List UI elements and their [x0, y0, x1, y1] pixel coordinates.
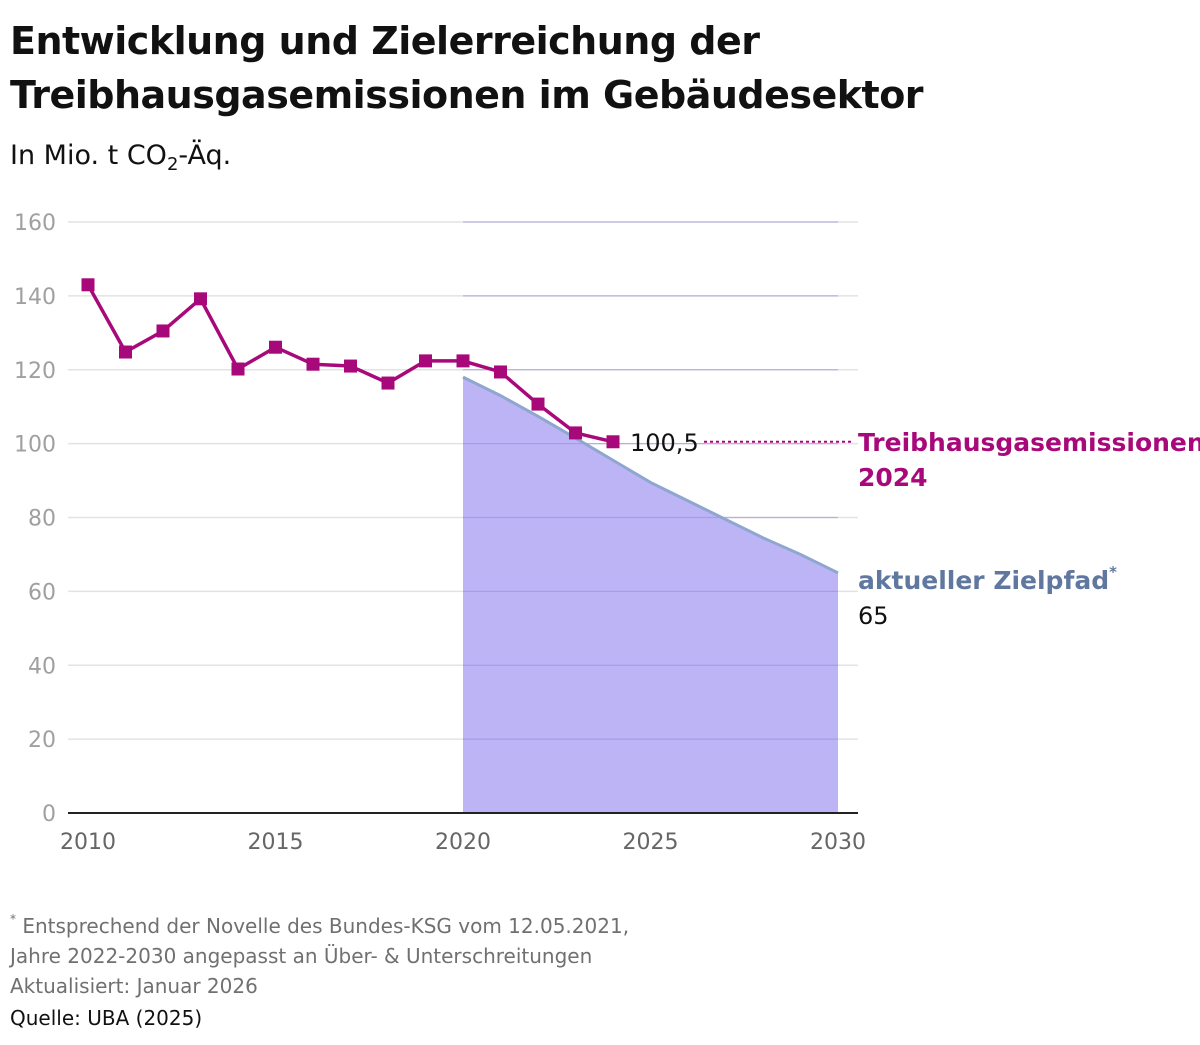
target-value-label: 65 [858, 602, 889, 630]
emissions-marker [531, 397, 545, 411]
emissions-marker [156, 324, 170, 338]
emissions-marker [194, 292, 207, 306]
footnote-text1: Entsprechend der Novelle des Bundes-KSG … [22, 914, 630, 938]
emissions-marker [419, 354, 432, 368]
emissions-label-line2: 2024 [858, 463, 928, 492]
footnote-line1: * Entsprechend der Novelle des Bundes-KS… [10, 904, 629, 941]
target-label-text: aktueller Zielpfad [858, 566, 1109, 595]
emissions-marker [269, 340, 282, 354]
emissions-value-label: 100,5 [630, 429, 699, 457]
source-note: Quelle: UBA (2025) [10, 1006, 203, 1030]
y-tick-label: 120 [14, 359, 56, 384]
subtitle-suffix: -Äq. [178, 140, 232, 171]
footnote: * Entsprechend der Novelle des Bundes-KS… [10, 904, 629, 1001]
emissions-label-line1: Treibhausgasemissionen [858, 428, 1200, 457]
emissions-series [81, 278, 620, 449]
emissions-marker [456, 354, 470, 368]
subtitle-subscript: 2 [166, 154, 179, 175]
x-tick-label: 2015 [248, 830, 304, 855]
footnote-marker: * [10, 912, 16, 926]
y-axis-ticks: 0 20 40 60 80 100 120 140 160 [14, 211, 56, 827]
y-tick-label: 100 [14, 433, 56, 458]
x-axis-ticks: 2010 2015 2020 2025 2030 [60, 830, 866, 855]
y-tick-label: 40 [28, 654, 56, 679]
emissions-marker [119, 345, 132, 359]
chart-subtitle: In Mio. t CO2-Äq. [10, 140, 231, 175]
emissions-marker [344, 359, 357, 373]
target-path-line [462, 375, 839, 575]
y-tick-label: 80 [28, 507, 56, 532]
target-label-marker: * [1109, 563, 1117, 581]
footnote-line2: Jahre 2022-2030 angepasst an Über- & Unt… [10, 944, 593, 968]
emissions-marker [231, 362, 245, 376]
x-tick-label: 2020 [435, 830, 491, 855]
chart-title: Entwicklung und Zielerreichung der Treib… [10, 19, 924, 117]
emissions-marker [381, 376, 395, 390]
annotations: 100,5 Treibhausgasemissionen 2024 aktuel… [630, 428, 1200, 630]
target-label: aktueller Zielpfad* [858, 563, 1117, 595]
y-tick-label: 160 [14, 211, 56, 236]
x-tick-label: 2025 [623, 830, 679, 855]
emissions-marker [494, 365, 507, 379]
x-tick-label: 2010 [60, 830, 116, 855]
target-area-fill [463, 377, 838, 813]
y-tick-label: 20 [28, 728, 56, 753]
updated-date: Aktualisiert: Januar 2026 [10, 974, 258, 998]
subtitle-prefix: In Mio. t CO [10, 140, 167, 171]
y-tick-label: 60 [28, 580, 56, 605]
emissions-marker [606, 435, 620, 449]
x-tick-label: 2030 [810, 830, 866, 855]
y-tick-label: 0 [42, 802, 56, 827]
y-tick-label: 140 [14, 285, 56, 310]
emissions-marker [81, 278, 95, 292]
target-path-area [462, 221, 839, 813]
emissions-marker [306, 357, 320, 371]
emissions-marker [569, 426, 582, 440]
